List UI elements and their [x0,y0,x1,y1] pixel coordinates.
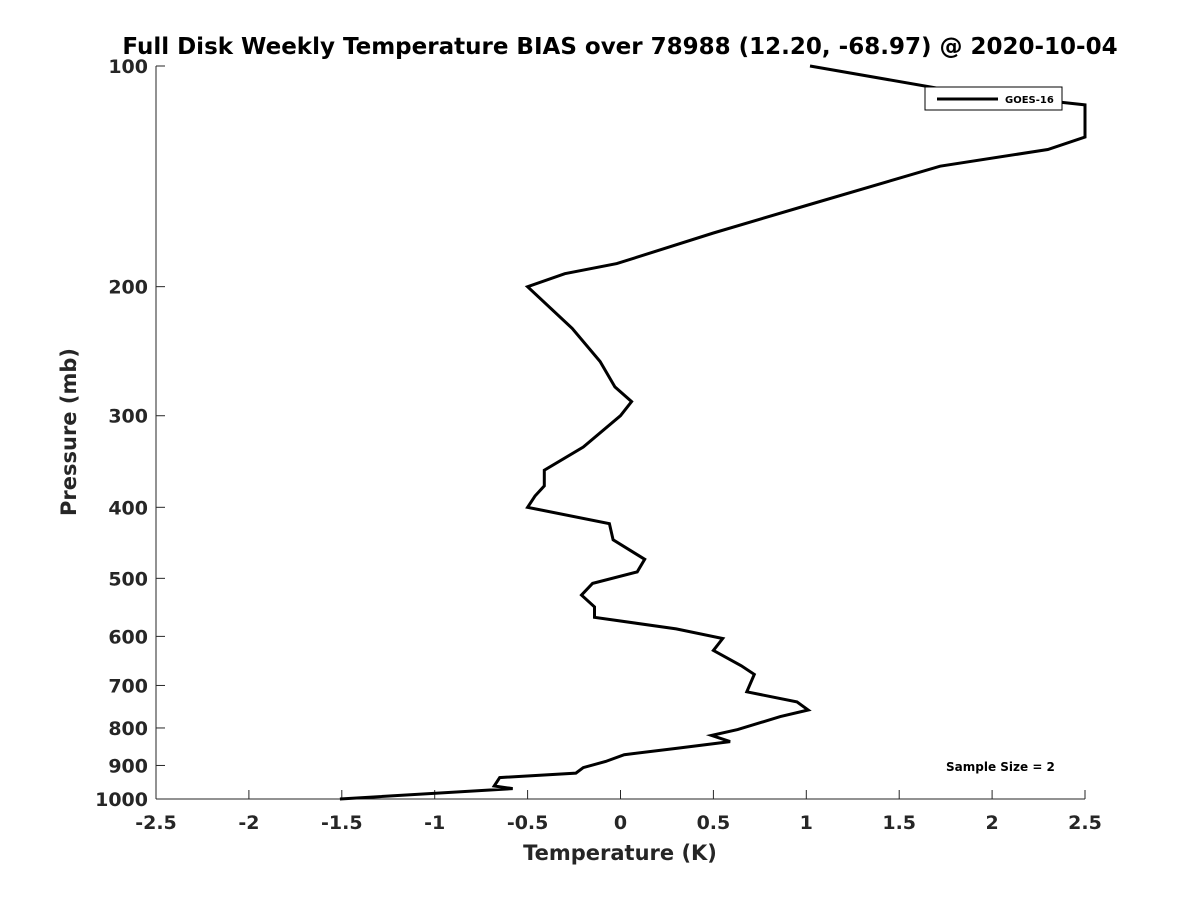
y-tick-label: 1000 [95,789,148,811]
x-axis-label: Temperature (K) [523,841,717,865]
y-tick-label: 200 [108,277,148,299]
x-tick-label: -0.5 [507,812,549,834]
x-tick-label: -2.5 [135,812,177,834]
y-tick-label: 500 [108,568,148,590]
chart-title: Full Disk Weekly Temperature BIAS over 7… [122,34,1117,60]
x-tick-label: 1 [800,812,813,834]
x-tick-label: -1.5 [321,812,363,834]
legend-entry: GOES-16 [1005,95,1054,106]
x-tick-label: 2.5 [1068,812,1102,834]
y-tick-label: 100 [108,56,148,78]
series-line-goes-16 [339,64,1087,801]
x-tick-label: -2 [238,812,259,834]
y-tick-label: 600 [108,626,148,648]
x-tick-label: -1 [424,812,445,834]
y-tick-label: 800 [108,718,148,740]
y-tick-label: 400 [108,497,148,519]
sample-size-annotation: Sample Size = 2 [946,760,1055,774]
y-tick-label: 700 [108,675,148,697]
legend: GOES-16 [924,86,1063,111]
x-tick-label: 0 [614,812,627,834]
y-tick-label: 900 [108,755,148,777]
plot-area [339,64,1087,801]
x-tick-label: 0.5 [697,812,731,834]
y-axis-label: Pressure (mb) [57,348,81,516]
axes: -2.5 -2 -1.5 -1 -0.5 0 0.5 1 1.5 2 2.5 100 200 300 400… [95,56,1102,834]
x-tick-label: 2 [985,812,998,834]
y-tick-label: 300 [108,406,148,428]
x-tick-label: 1.5 [882,812,916,834]
